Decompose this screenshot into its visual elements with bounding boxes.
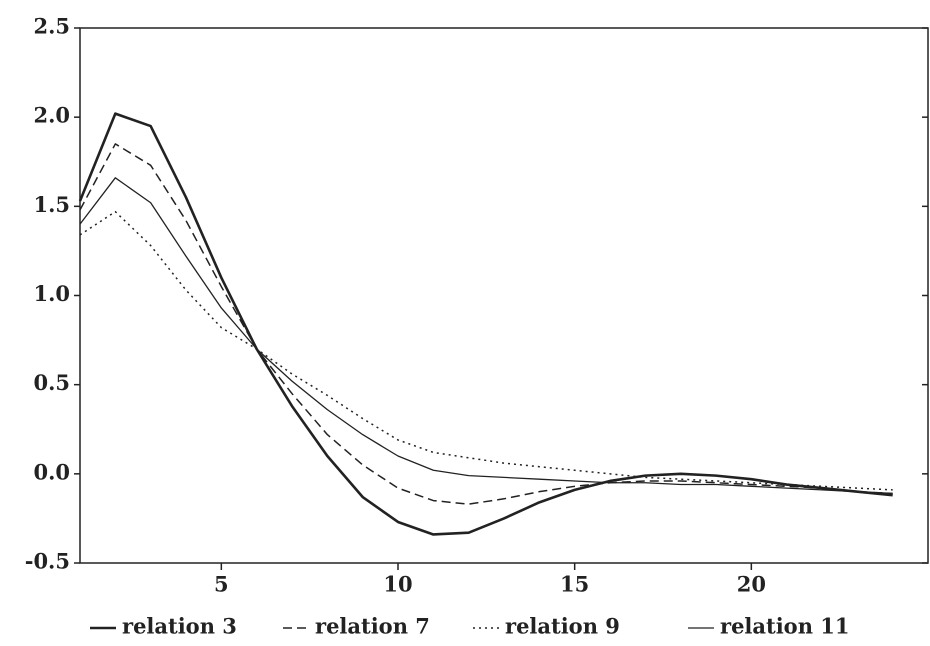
y-tick-label: 2.5 — [33, 14, 70, 39]
legend-label: relation 11 — [720, 614, 850, 639]
x-tick-label: 20 — [737, 572, 766, 597]
y-tick-label: 0.5 — [33, 370, 70, 395]
y-tick-label: 1.5 — [33, 192, 70, 217]
y-tick-label: 2.0 — [33, 103, 70, 128]
x-tick-label: 5 — [214, 572, 229, 597]
legend-label: relation 7 — [315, 614, 430, 639]
legend-label: relation 9 — [505, 614, 620, 639]
y-tick-label: -0.5 — [25, 549, 70, 574]
y-tick-label: 0.0 — [33, 459, 70, 484]
series-line — [78, 112, 893, 536]
plot-frame — [79, 27, 929, 564]
x-tick-label: 10 — [383, 572, 412, 597]
y-tick-label: 1.0 — [33, 281, 70, 306]
x-tick-label: 15 — [560, 572, 589, 597]
series-line — [79, 177, 893, 495]
series-line — [79, 143, 893, 505]
series-line — [79, 210, 893, 491]
legend-label: relation 3 — [122, 614, 237, 639]
